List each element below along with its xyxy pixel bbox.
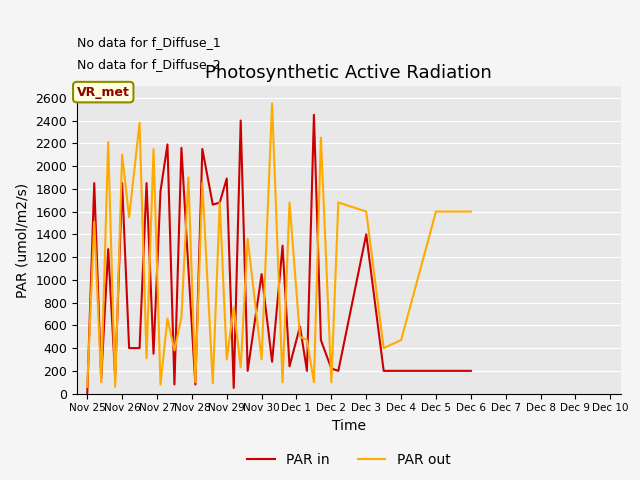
PAR in: [335, 368, 342, 374]
PAR out: [310, 379, 318, 385]
PAR out: [150, 146, 157, 152]
PAR out: [164, 316, 172, 322]
Text: No data for f_Diffuse_2: No data for f_Diffuse_2: [77, 58, 221, 71]
PAR out: [244, 236, 252, 242]
PAR out: [258, 357, 266, 362]
PAR out: [157, 382, 164, 387]
PAR in: [303, 368, 311, 374]
PAR out: [143, 356, 150, 361]
PAR out: [184, 175, 192, 180]
PAR in: [278, 243, 286, 249]
PAR in: [118, 180, 126, 186]
PAR out: [223, 357, 230, 362]
PAR out: [191, 379, 199, 385]
PAR in: [467, 368, 475, 374]
PAR out: [278, 379, 286, 385]
PAR in: [397, 368, 405, 374]
PAR out: [317, 135, 324, 141]
PAR in: [90, 180, 98, 186]
PAR in: [258, 271, 266, 277]
PAR out: [303, 337, 311, 343]
PAR out: [90, 219, 98, 225]
PAR in: [310, 112, 318, 118]
PAR out: [177, 314, 185, 320]
PAR out: [125, 215, 133, 220]
PAR in: [230, 385, 237, 391]
PAR in: [362, 231, 370, 237]
PAR out: [83, 384, 91, 390]
Y-axis label: PAR (umol/m2/s): PAR (umol/m2/s): [15, 182, 29, 298]
PAR out: [335, 200, 342, 205]
Legend: PAR in, PAR out: PAR in, PAR out: [242, 447, 456, 473]
PAR in: [150, 351, 157, 357]
PAR in: [216, 200, 223, 205]
PAR out: [104, 139, 112, 145]
PAR in: [97, 376, 105, 382]
PAR out: [296, 334, 304, 339]
PAR in: [244, 368, 252, 374]
PAR in: [296, 324, 304, 329]
PAR out: [198, 180, 206, 186]
PAR out: [97, 379, 105, 385]
PAR in: [237, 118, 244, 123]
PAR out: [111, 384, 119, 390]
X-axis label: Time: Time: [332, 419, 366, 433]
PAR in: [317, 337, 324, 343]
PAR out: [136, 120, 143, 126]
PAR out: [237, 364, 244, 370]
PAR in: [136, 345, 143, 351]
PAR out: [209, 381, 216, 386]
PAR in: [328, 366, 335, 372]
Line: PAR in: PAR in: [87, 115, 471, 394]
PAR in: [83, 391, 91, 396]
Text: VR_met: VR_met: [77, 85, 130, 98]
Title: Photosynthetic Active Radiation: Photosynthetic Active Radiation: [205, 64, 492, 82]
PAR out: [230, 304, 237, 310]
PAR out: [285, 200, 293, 205]
PAR out: [432, 209, 440, 215]
PAR in: [177, 145, 185, 151]
PAR in: [380, 368, 387, 374]
PAR out: [397, 337, 405, 343]
PAR in: [223, 176, 230, 181]
PAR in: [191, 382, 199, 387]
PAR in: [171, 382, 179, 387]
PAR in: [285, 363, 293, 369]
PAR in: [125, 345, 133, 351]
PAR out: [216, 200, 223, 205]
PAR in: [111, 373, 119, 379]
PAR in: [432, 368, 440, 374]
PAR in: [268, 359, 276, 365]
PAR out: [171, 348, 179, 353]
Text: No data for f_Diffuse_1: No data for f_Diffuse_1: [77, 36, 221, 49]
PAR out: [380, 345, 387, 351]
PAR out: [268, 101, 276, 107]
PAR in: [157, 188, 164, 194]
PAR in: [184, 265, 192, 271]
PAR in: [104, 246, 112, 252]
PAR in: [209, 202, 216, 208]
Line: PAR out: PAR out: [87, 104, 471, 387]
PAR out: [467, 209, 475, 215]
PAR out: [118, 152, 126, 157]
PAR in: [164, 142, 172, 147]
PAR in: [198, 146, 206, 152]
PAR out: [328, 379, 335, 385]
PAR in: [143, 180, 150, 186]
PAR out: [362, 209, 370, 215]
